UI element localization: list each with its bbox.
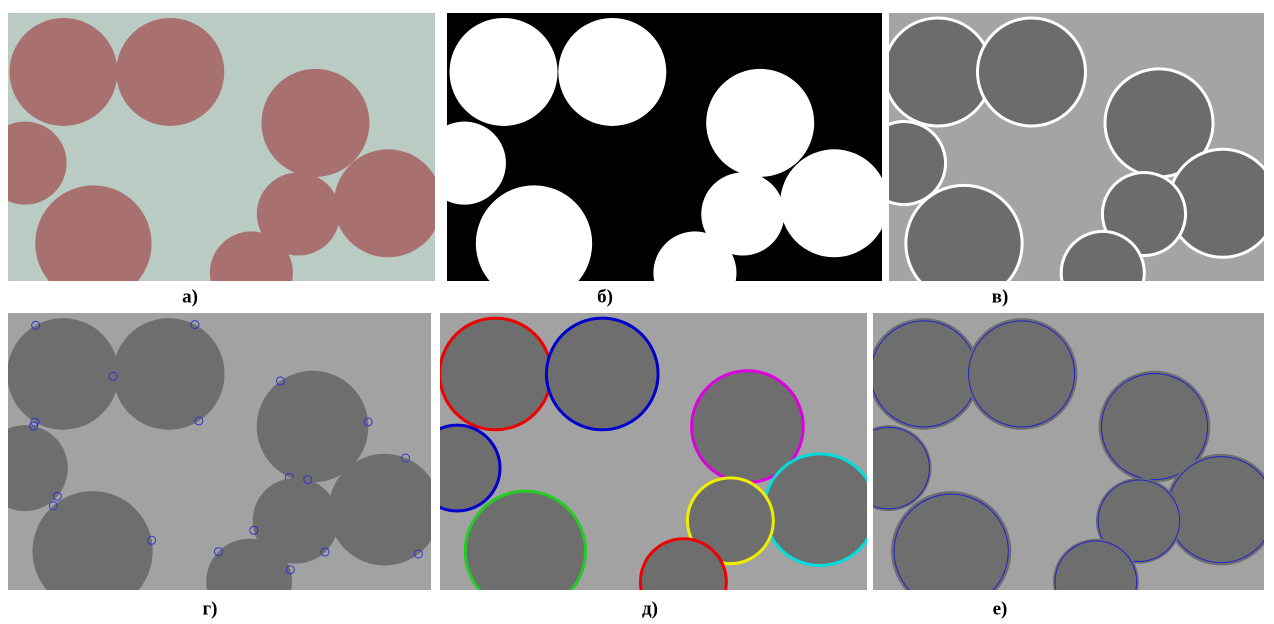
panel-label: в) bbox=[992, 286, 1009, 307]
cell bbox=[261, 69, 369, 177]
image-panel bbox=[846, 313, 1274, 624]
cell bbox=[884, 18, 992, 126]
image-panel bbox=[862, 13, 1274, 315]
cell bbox=[7, 318, 119, 430]
cell bbox=[440, 318, 552, 430]
cell bbox=[210, 231, 293, 314]
cell bbox=[116, 18, 224, 126]
corner-marker bbox=[235, 619, 243, 624]
panel-label: а) bbox=[182, 286, 198, 307]
cell bbox=[1165, 454, 1274, 566]
cell bbox=[558, 18, 666, 126]
cell bbox=[977, 18, 1085, 126]
image-panel bbox=[414, 313, 876, 624]
image-content bbox=[846, 313, 1274, 624]
image-content bbox=[0, 13, 442, 315]
cell bbox=[546, 318, 658, 430]
cell bbox=[966, 318, 1078, 430]
panel-label: д) bbox=[642, 598, 658, 619]
panel-label: г) bbox=[203, 598, 218, 619]
cell bbox=[868, 318, 980, 430]
cell bbox=[329, 454, 441, 566]
panel-label: б) bbox=[597, 286, 613, 307]
cell bbox=[206, 539, 292, 624]
cell bbox=[113, 318, 225, 430]
image-panel bbox=[0, 13, 442, 315]
cell bbox=[1061, 231, 1144, 314]
cell bbox=[764, 454, 876, 566]
image-panel bbox=[0, 313, 440, 624]
corner-marker bbox=[68, 604, 76, 612]
image-content bbox=[0, 313, 440, 624]
cell bbox=[906, 185, 1022, 301]
cell bbox=[423, 122, 506, 205]
cell bbox=[1053, 539, 1139, 624]
image-content bbox=[414, 313, 876, 624]
image-panel bbox=[423, 13, 888, 315]
cell bbox=[35, 185, 151, 301]
cell bbox=[10, 18, 118, 126]
cell bbox=[465, 491, 585, 611]
panel-label: е) bbox=[993, 598, 1008, 619]
page: а) б) в) г) д) е) (() => { const data = … bbox=[0, 0, 1274, 624]
cell bbox=[891, 491, 1011, 611]
cell bbox=[706, 69, 814, 177]
image-content bbox=[423, 13, 888, 315]
cell bbox=[476, 185, 592, 301]
cell bbox=[780, 149, 888, 257]
figure: а) б) в) г) д) е) bbox=[0, 0, 1274, 624]
cell bbox=[334, 149, 442, 257]
cell bbox=[653, 231, 736, 314]
cell bbox=[450, 18, 558, 126]
image-content bbox=[862, 13, 1274, 315]
